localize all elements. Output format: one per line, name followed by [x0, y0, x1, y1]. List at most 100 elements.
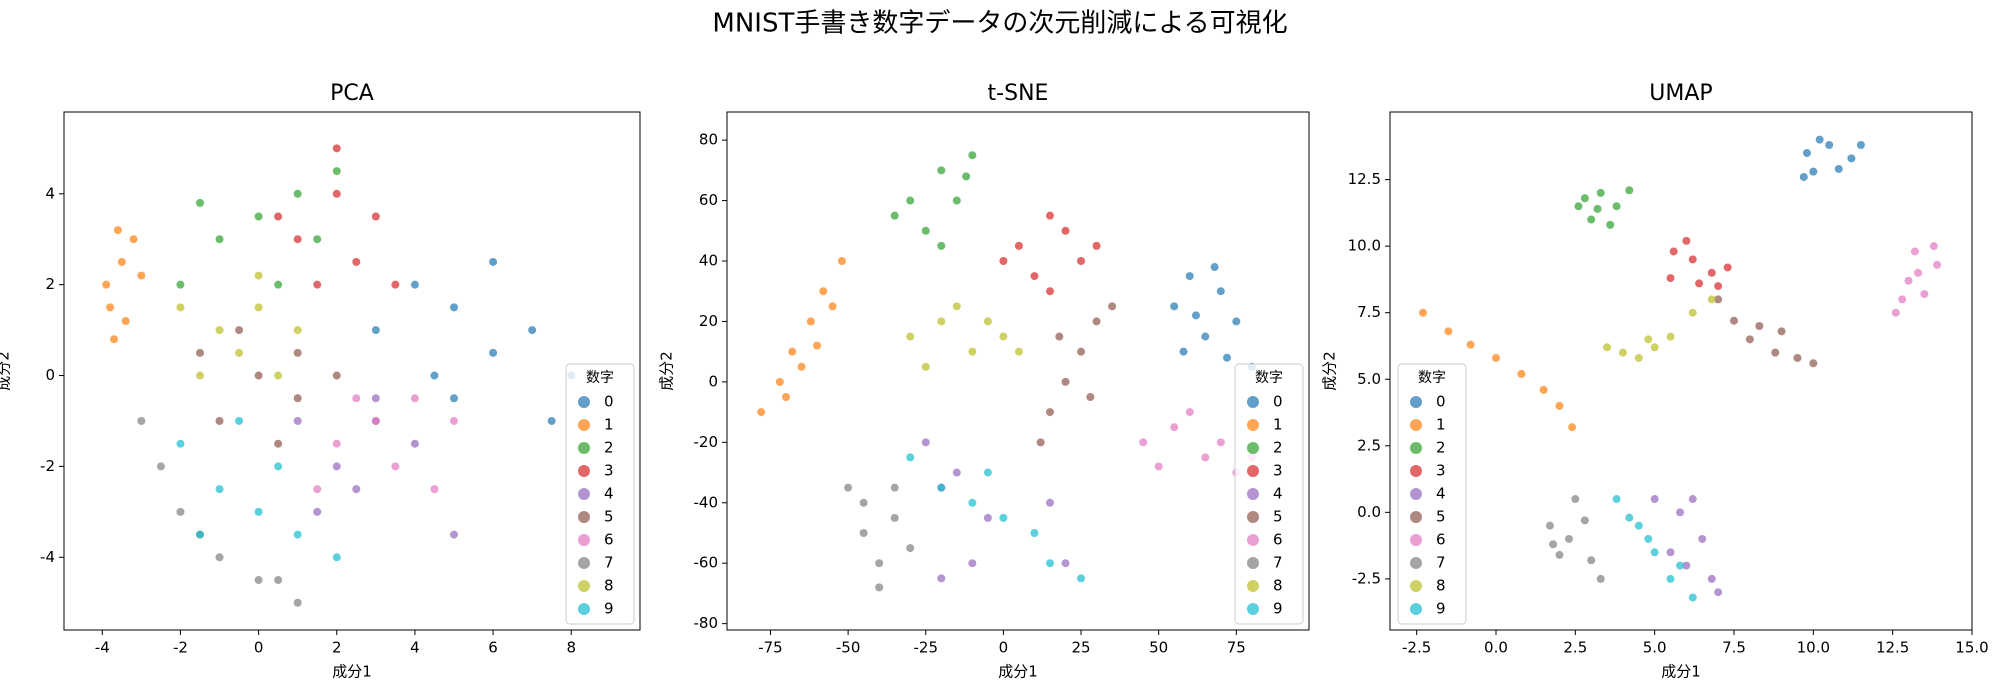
- legend-marker: [578, 419, 590, 431]
- point: [1185, 408, 1194, 417]
- y-axis-label: 成分2: [658, 351, 676, 391]
- legend-marker: [1247, 419, 1259, 431]
- axes-title: t-SNE: [988, 81, 1049, 106]
- legend-label: 3: [1273, 462, 1283, 480]
- point: [968, 498, 977, 507]
- point: [1030, 272, 1039, 281]
- point: [921, 438, 930, 447]
- point: [1834, 164, 1843, 173]
- point: [1650, 548, 1659, 557]
- legend-box: [1234, 363, 1304, 625]
- point: [489, 348, 498, 357]
- point: [1154, 462, 1163, 471]
- point: [1618, 348, 1627, 357]
- point: [449, 416, 458, 425]
- point: [430, 485, 439, 494]
- legend-marker: [1410, 442, 1422, 454]
- point: [1606, 220, 1615, 229]
- legend-marker: [578, 511, 590, 523]
- point: [254, 507, 263, 516]
- y-tick-label: 0.0: [1357, 503, 1381, 521]
- y-tick-label: 10.0: [1348, 237, 1381, 255]
- point: [195, 348, 204, 357]
- axes-title: UMAP: [1649, 81, 1712, 106]
- point: [813, 341, 822, 350]
- point: [797, 362, 806, 371]
- point: [113, 226, 122, 235]
- legend-marker: [1410, 488, 1422, 500]
- point: [254, 271, 263, 280]
- legend-marker: [1247, 557, 1259, 569]
- point: [1055, 332, 1064, 341]
- legend-label: 5: [1273, 508, 1283, 526]
- point: [195, 530, 204, 539]
- x-tick-label: 7.5: [1722, 639, 1746, 657]
- point: [137, 416, 146, 425]
- point: [1232, 317, 1241, 326]
- point: [176, 303, 185, 312]
- y-tick-label: -4: [40, 548, 55, 566]
- legend-label: 6: [604, 531, 614, 549]
- y-tick-label: 20: [699, 312, 718, 330]
- point: [1092, 241, 1101, 250]
- point: [1596, 188, 1605, 197]
- point: [1185, 272, 1194, 281]
- point: [1847, 154, 1856, 163]
- legend-marker: [1410, 465, 1422, 477]
- point: [1061, 377, 1070, 386]
- axes-frame: [63, 111, 641, 631]
- point: [906, 196, 915, 205]
- point: [1568, 423, 1577, 432]
- x-tick-label: 12.5: [1876, 639, 1909, 657]
- point: [449, 530, 458, 539]
- y-tick-label: 4: [45, 184, 55, 202]
- axes-frame: [1389, 111, 1973, 631]
- point: [1634, 353, 1643, 362]
- point: [235, 416, 244, 425]
- point: [137, 271, 146, 280]
- legend-label: 9: [1273, 600, 1283, 618]
- point: [121, 317, 130, 326]
- point: [547, 416, 556, 425]
- point: [1593, 204, 1602, 213]
- point: [1061, 226, 1070, 235]
- point: [1444, 327, 1453, 336]
- point: [293, 394, 302, 403]
- point: [1714, 282, 1723, 291]
- legend-marker: [578, 488, 590, 500]
- point: [1030, 528, 1039, 537]
- point: [430, 371, 439, 380]
- legend-label: 7: [1436, 554, 1446, 572]
- point: [1650, 495, 1659, 504]
- figure-title: MNIST手書き数字データの次元削減による可視化: [712, 9, 1287, 39]
- point: [1612, 495, 1621, 504]
- point: [1549, 540, 1558, 549]
- point: [788, 347, 797, 356]
- point: [391, 280, 400, 289]
- x-tick-label: 25: [1071, 639, 1090, 657]
- point: [1682, 561, 1691, 570]
- point: [1650, 343, 1659, 352]
- y-tick-label: 2.5: [1357, 436, 1381, 454]
- legend-label: 9: [1436, 600, 1446, 618]
- legend-label: 1: [1436, 416, 1446, 434]
- x-tick-label: 5.0: [1643, 639, 1667, 657]
- point: [176, 439, 185, 448]
- point: [937, 574, 946, 583]
- point: [1688, 495, 1697, 504]
- legend-marker: [578, 557, 590, 569]
- point: [274, 576, 283, 585]
- y-tick-label: 7.5: [1357, 303, 1381, 321]
- point: [371, 326, 380, 335]
- legend-marker: [1410, 534, 1422, 546]
- point: [1856, 141, 1865, 150]
- point: [1216, 438, 1225, 447]
- point: [999, 256, 1008, 265]
- point: [313, 485, 322, 494]
- legend-marker: [1247, 511, 1259, 523]
- point: [528, 326, 537, 335]
- point: [1698, 534, 1707, 543]
- point: [1815, 135, 1824, 144]
- y-tick-label: -60: [694, 554, 719, 572]
- point: [1707, 295, 1716, 304]
